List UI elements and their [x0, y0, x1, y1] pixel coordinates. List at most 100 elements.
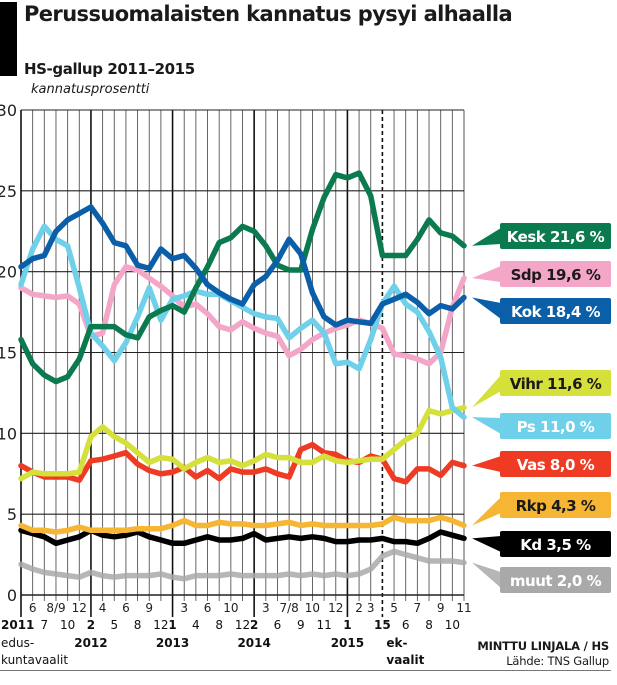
- x-tick-label-upper: 7: [414, 601, 422, 615]
- x-tick-label-lower: 11: [316, 618, 331, 632]
- legend-callout-kok: Kok 18,4 %: [472, 297, 611, 324]
- y-tick-label: 30: [0, 101, 17, 120]
- x-tick-label-upper: 12: [328, 601, 343, 615]
- legend-callout-muut: muut 2,0 %: [472, 562, 611, 593]
- y-tick-label: 15: [0, 344, 17, 363]
- legend-label: Kok 18,4 %: [511, 303, 601, 321]
- x-tick-label-upper: 7/8: [279, 601, 298, 615]
- x-tick-label-lower: 8: [425, 618, 433, 632]
- legend-callout-vas: Vas 8,0 %: [472, 451, 611, 477]
- x-tick-label-upper: 2: [355, 601, 363, 615]
- legend-pointer: [472, 497, 501, 526]
- legend-label: Ps 11,0 %: [517, 418, 595, 436]
- legend-label: Vihr 11,6 %: [510, 375, 602, 393]
- year-label: 2014: [237, 636, 270, 650]
- legend-box: [500, 567, 611, 593]
- y-tick-label: 20: [0, 263, 17, 282]
- legend-box: [500, 413, 611, 439]
- election-annotation: ek-: [386, 636, 407, 650]
- x-tick-label-upper: 11: [456, 601, 471, 615]
- election-annotation: edus-: [1, 636, 34, 650]
- legend-box: [500, 298, 611, 324]
- legend-box: [500, 451, 611, 477]
- series-line-kok: [18, 204, 467, 328]
- x-tick-label-upper: 10: [223, 601, 238, 615]
- series-line-vas: [18, 441, 467, 485]
- series-line-muut: [18, 548, 467, 582]
- x-tick-label-upper: 6: [29, 601, 37, 615]
- x-tick-label-lower: 8: [134, 618, 142, 632]
- legend: Kesk 21,6 % Sdp 19,6 % Kok 18,4 % Vihr 11,6…: [472, 223, 611, 593]
- legend-label: muut 2,0 %: [510, 572, 602, 590]
- election-annotation: kuntavaalit: [1, 653, 68, 667]
- series-lines: [18, 170, 467, 582]
- x-tick-label-upper: 9: [437, 601, 445, 615]
- chart-subtitle: HS-gallup 2011–2015: [24, 60, 195, 78]
- x-tick-label-lower: 9: [297, 618, 305, 632]
- x-tick-label-lower: 6: [274, 618, 282, 632]
- legend-box: [500, 370, 611, 396]
- legend-callout-rkp: Rkp 4,3 %: [472, 492, 611, 526]
- legend-callout-kd: Kd 3,5 %: [472, 531, 611, 557]
- title-accent-bar: [0, 2, 17, 76]
- legend-pointer: [472, 375, 501, 408]
- x-tick-label-lower: 7: [40, 618, 48, 632]
- legend-pointer: [472, 417, 501, 434]
- x-tick-label-upper: 4: [99, 601, 107, 615]
- x-tick-label-lower: 1: [343, 618, 351, 632]
- x-tick-label-lower: 8: [215, 618, 223, 632]
- x-tick-label-lower: 10: [445, 618, 460, 632]
- x-tick-label-upper: 6: [122, 601, 130, 615]
- legend-pointer: [472, 562, 501, 588]
- legend-callout-vihr: Vihr 11,6 %: [472, 370, 611, 408]
- x-tick-label-lower: 2011: [1, 618, 34, 632]
- y-tick-label: 25: [0, 182, 17, 201]
- legend-callout-kesk: Kesk 21,6 %: [472, 223, 611, 249]
- x-tick-label-lower: 2: [250, 618, 258, 632]
- year-label: 2015: [331, 636, 364, 650]
- x-tick-label-lower: 12: [153, 618, 168, 632]
- legend-label: Rkp 4,3 %: [516, 497, 596, 515]
- chart-title: Perussuomalaisten kannatus pysyi alhaall…: [24, 2, 513, 26]
- x-tick-label-lower: 5: [110, 618, 118, 632]
- x-tick-label-lower: 12: [235, 618, 250, 632]
- legend-pointer: [472, 228, 501, 246]
- x-tick-label-lower: 1: [168, 618, 176, 632]
- series-line-ps: [18, 223, 467, 420]
- legend-label: Kd 3,5 %: [520, 536, 591, 554]
- y-tick-label: 10: [0, 424, 17, 443]
- x-tick-label-upper: 8/9: [46, 601, 65, 615]
- series-line-rkp: [18, 514, 467, 535]
- election-annotation: vaalit: [386, 653, 424, 667]
- legend-callout-ps: Ps 11,0 %: [472, 413, 611, 439]
- credits: MINTTU LINJALA / HS Lähde: TNS Gallup: [477, 639, 609, 669]
- x-tick-label-upper: 10: [305, 601, 320, 615]
- legend-label: Sdp 19,6 %: [511, 266, 601, 284]
- x-tick-label-upper: 6: [204, 601, 212, 615]
- x-tick-label-upper: 12: [72, 601, 87, 615]
- legend-callout-sdp: Sdp 19,6 %: [472, 261, 611, 287]
- series-line-vihr: [18, 404, 467, 482]
- x-tick-label-upper: 3: [180, 601, 188, 615]
- year-label: 2013: [156, 636, 189, 650]
- legend-box: [500, 261, 611, 287]
- source-credit: Lähde: TNS Gallup: [506, 654, 609, 668]
- x-tick-label-upper: 3: [262, 601, 270, 615]
- legend-box: [500, 492, 611, 518]
- legend-label: Kesk 21,6 %: [507, 228, 605, 246]
- y-axis-unit-label: kannatusprosentti: [31, 82, 150, 97]
- y-tick-label: 0: [7, 586, 17, 605]
- x-tick-label-upper: 5: [390, 601, 398, 615]
- series-line-kesk: [18, 170, 467, 385]
- year-label: 2012: [74, 636, 107, 650]
- x-tick-label-upper: 3: [367, 601, 375, 615]
- legend-pointer: [472, 536, 501, 552]
- legend-pointer: [472, 456, 501, 472]
- author-credit: MINTTU LINJALA / HS: [477, 639, 609, 653]
- legend-box: [500, 223, 611, 249]
- legend-label: Vas 8,0 %: [517, 456, 595, 474]
- x-tick-label-lower: 4: [192, 618, 200, 632]
- x-tick-label-lower: 10: [60, 618, 75, 632]
- x-tick-label-lower: 15: [374, 618, 391, 632]
